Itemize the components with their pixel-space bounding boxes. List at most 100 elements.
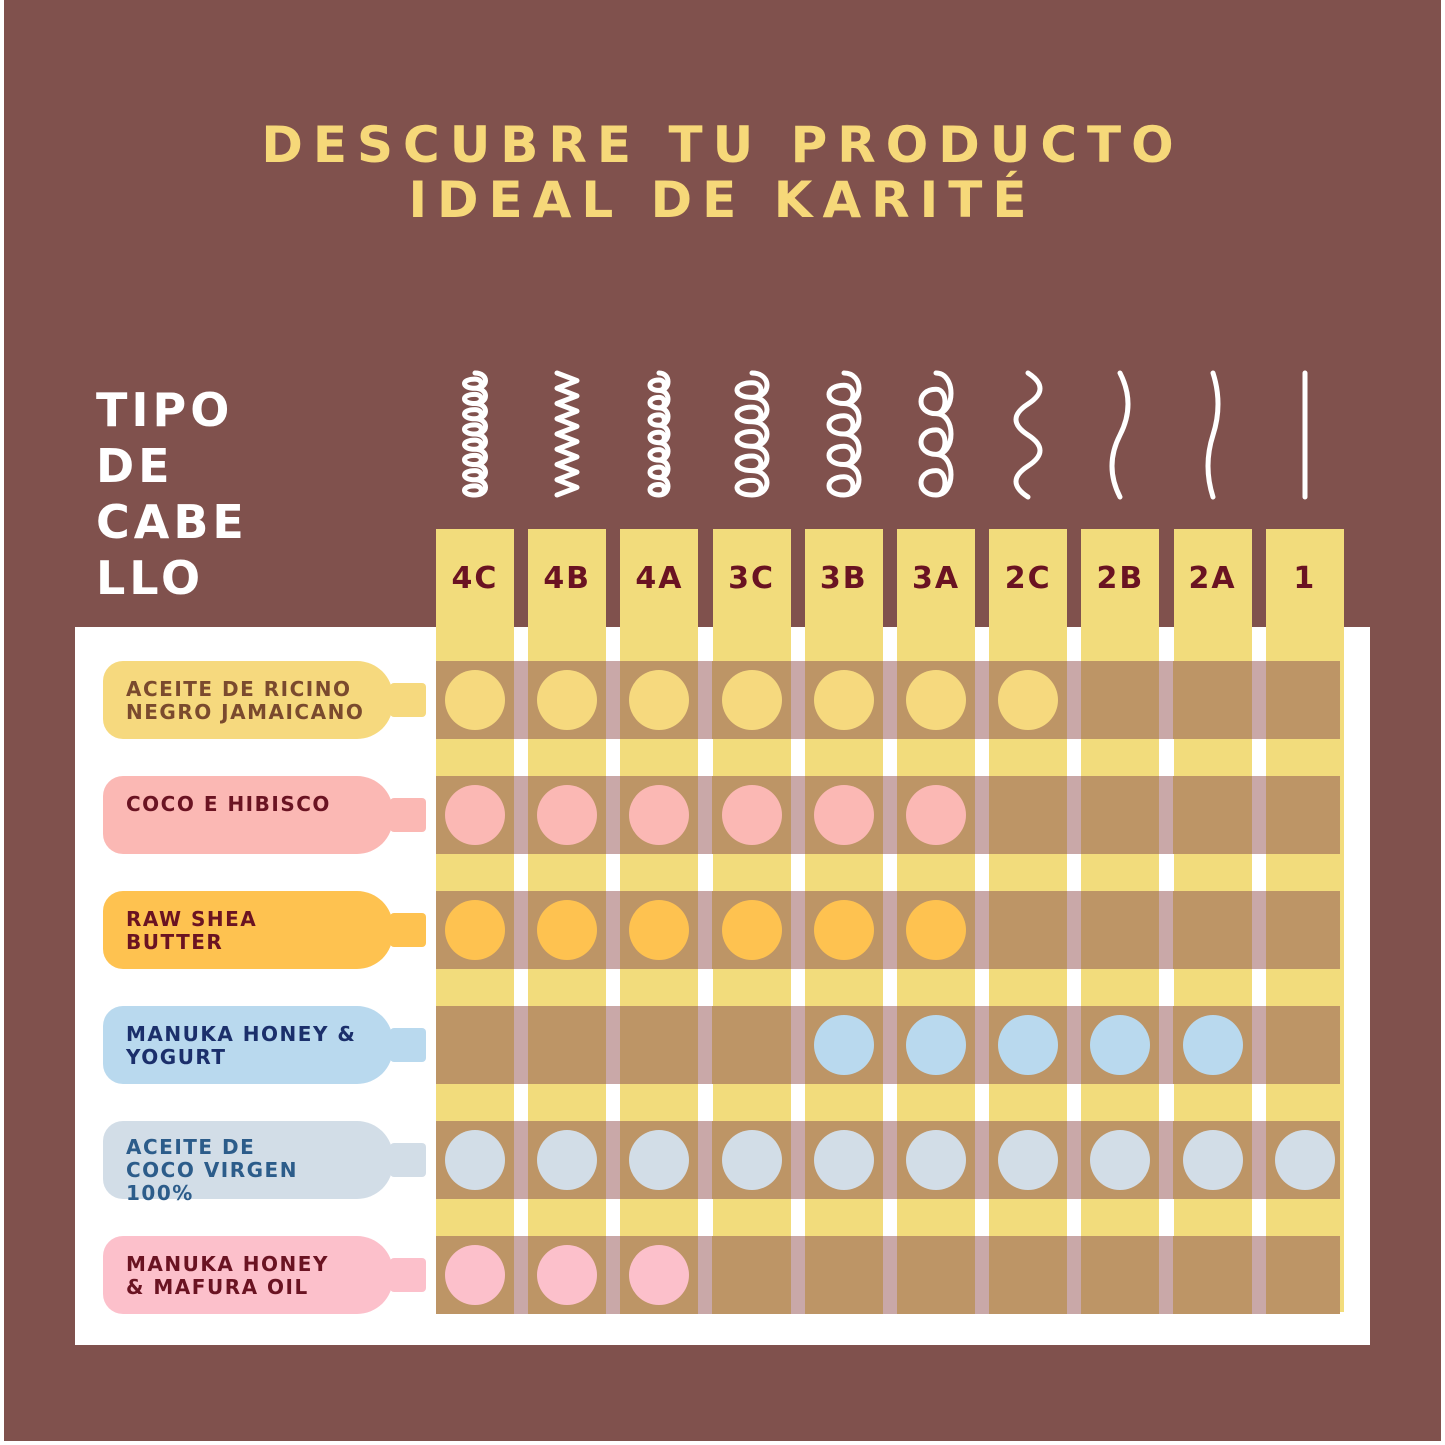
product-bottle [103, 776, 393, 854]
suitability-dot [721, 785, 782, 845]
suitability-dot [629, 1245, 690, 1305]
grid-gap [698, 1006, 713, 1084]
suitability-dot [537, 1130, 598, 1190]
grid-gap [1067, 1121, 1082, 1199]
suitability-dot [445, 785, 505, 845]
suitability-dot [721, 1130, 782, 1190]
grid-gap [975, 776, 989, 854]
grid-gap [975, 1006, 989, 1084]
grid-gap [1159, 1121, 1174, 1199]
page-title-line-2: IDEAL DE KARITÉ [408, 171, 1037, 229]
suitability-dot [813, 785, 874, 845]
hair-type-heading-line: TIPO [96, 383, 234, 437]
grid-gap [975, 661, 989, 739]
grid-gap [1251, 776, 1266, 854]
suitability-dot [445, 670, 505, 730]
suitability-dot [1090, 1015, 1151, 1075]
grid-gap [790, 1121, 805, 1199]
tight-coil-icon [462, 370, 488, 498]
grid-gap [514, 891, 528, 969]
suitability-dot [537, 785, 598, 845]
suitability-dot [906, 785, 966, 845]
product-bottle-neck [390, 1258, 426, 1292]
grid-gap [1067, 1236, 1082, 1314]
product-label: MANUKA HONEY & MAFURA OIL [126, 1252, 329, 1299]
product-bottle-neck [390, 913, 426, 947]
coil-icon [734, 370, 769, 498]
grid-gap [606, 661, 621, 739]
grid-gap [606, 1121, 621, 1199]
grid-gap [882, 1121, 897, 1199]
product-label: ACEITE DE COCO VIRGEN 100% [126, 1135, 298, 1205]
suitability-dot [813, 1015, 874, 1075]
hair-type-label: 2A [1173, 529, 1252, 627]
product-bottle-neck [390, 1143, 426, 1177]
suitability-dot [721, 900, 782, 960]
hair-type-heading-line: LLO [96, 551, 205, 605]
product-label: COCO E HIBISCO [126, 792, 331, 816]
grid-gap [1159, 776, 1174, 854]
suitability-dot [445, 1130, 505, 1190]
grid-gap [606, 1236, 621, 1314]
grid-gap [975, 1121, 989, 1199]
grid-gap [606, 776, 621, 854]
grid-gap [975, 1236, 989, 1314]
grid-gap [606, 1006, 621, 1084]
hair-type-label: 4C [436, 529, 514, 627]
grid-gap [1159, 1236, 1174, 1314]
product-bottle [103, 1006, 393, 1084]
grid-gap [698, 891, 713, 969]
product-bottle [103, 1236, 393, 1314]
grid-gap [882, 1006, 897, 1084]
grid-gap [790, 776, 805, 854]
grid-gap [882, 1236, 897, 1314]
wave-icon [1109, 370, 1131, 500]
product-bottle-neck [390, 1028, 426, 1062]
grid-gap [882, 776, 897, 854]
product-bottle [103, 1121, 393, 1199]
grid-gap [606, 891, 621, 969]
slight-wave-icon [1205, 370, 1221, 500]
suitability-dot [906, 1130, 966, 1190]
grid-gap [1251, 891, 1266, 969]
grid-gap [1251, 661, 1266, 739]
grid-gap [790, 1236, 805, 1314]
suitability-dot [906, 900, 966, 960]
hair-type-heading-line: DE [96, 439, 174, 493]
suitability-dot [998, 1015, 1059, 1075]
grid-gap [1159, 661, 1174, 739]
grid-gap [975, 891, 989, 969]
suitability-dot [1274, 1130, 1335, 1190]
curl-icon [918, 370, 954, 498]
suitability-dot [537, 1245, 598, 1305]
suitability-dot [445, 900, 505, 960]
grid-gap [514, 1006, 528, 1084]
suitability-dot [445, 1245, 505, 1305]
product-label: RAW SHEA BUTTER [126, 907, 258, 954]
hair-type-label: 1 [1265, 529, 1344, 627]
grid-gap [514, 1236, 528, 1314]
grid-gap [1159, 1006, 1174, 1084]
grid-gap [790, 1006, 805, 1084]
suitability-dot [629, 1130, 690, 1190]
hair-type-label: 3C [712, 529, 791, 627]
hair-type-label: 3A [897, 529, 975, 627]
suitability-dot [1182, 1015, 1243, 1075]
straight-line-icon [1302, 370, 1308, 500]
hair-type-heading-line: CABE [96, 495, 248, 549]
suitability-dot [629, 785, 690, 845]
suitability-dot [813, 670, 874, 730]
product-bottle [103, 661, 393, 739]
grid-gap [514, 1121, 528, 1199]
small-coil-icon [647, 370, 671, 498]
suitability-dot [998, 1130, 1059, 1190]
grid-gap [514, 661, 528, 739]
grid-gap [514, 776, 528, 854]
zigzag-coil-icon [554, 370, 580, 498]
suitability-dot [721, 670, 782, 730]
hair-type-label: 2B [1081, 529, 1160, 627]
grid-gap [1251, 1236, 1266, 1314]
grid-gap [1067, 661, 1082, 739]
suitability-dot [629, 670, 690, 730]
grid-gap [698, 776, 713, 854]
